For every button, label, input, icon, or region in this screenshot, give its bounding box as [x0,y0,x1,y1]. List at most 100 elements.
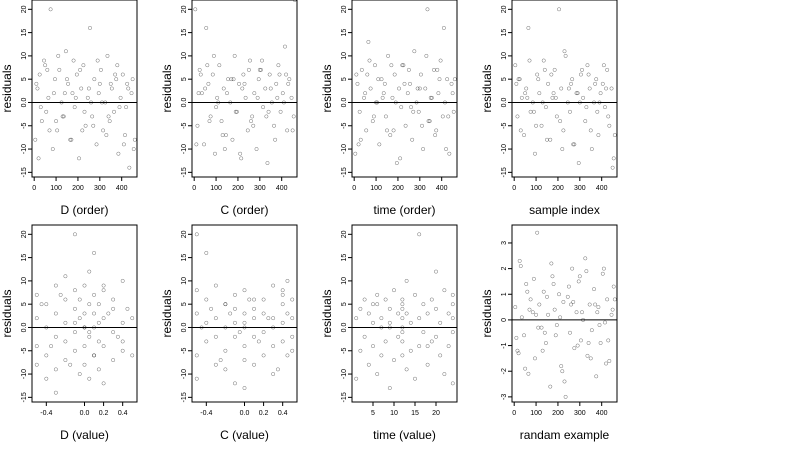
data-point [77,297,82,302]
data-point [425,311,430,316]
data-point [598,341,603,345]
data-point [125,81,130,86]
data-point [271,344,276,349]
data-point [583,119,588,124]
data-point [559,364,564,369]
data-point [577,274,582,279]
data-point [536,77,541,82]
data-point [381,91,386,96]
data-point [518,264,523,268]
data-point [576,161,581,165]
data-point [237,81,241,86]
data-point [373,63,377,68]
data-point [434,128,439,133]
y-tick-label: 5 [341,77,348,81]
data-point [53,334,58,339]
x-tick-label: 100 [50,185,62,192]
data-point [251,123,256,128]
data-point [117,105,122,110]
data-point [124,105,129,110]
data-point [111,358,116,363]
y-tick-label: -10 [501,144,508,154]
y-tick-label: -2 [501,368,508,374]
data-point [274,81,279,86]
data-point [104,133,109,138]
data-point [435,67,440,72]
data-point [247,297,252,302]
x-tick-label: 0.4 [278,410,288,417]
data-point [542,67,547,72]
data-point [400,297,405,302]
data-point [371,344,375,349]
x-tick-label: 300 [574,410,586,417]
y-tick-label: 15 [501,29,508,37]
data-point [450,292,455,297]
data-point [130,353,135,358]
data-point [34,292,39,297]
data-point [421,302,426,307]
x-tick-label: 300 [94,185,106,192]
data-point [245,128,250,133]
y-tick-label: -10 [21,369,28,379]
data-point [610,165,615,170]
data-point [518,128,523,133]
data-point [425,344,430,349]
data-point [111,306,116,311]
data-point [53,77,57,82]
y-tick-label: 0.0 [181,323,188,333]
data-point [603,320,607,325]
data-point [415,86,420,91]
data-point [68,137,73,142]
x-tick-label: 100 [530,185,542,192]
data-point [359,67,364,72]
data-point [83,123,88,128]
data-point [71,58,76,63]
data-point [447,151,452,156]
x-tick-label: 400 [596,185,608,192]
x-axis-label: sample index [529,203,600,217]
data-point [285,353,290,358]
data-point [548,384,553,389]
data-point [242,386,247,390]
data-point [537,302,542,307]
data-point [55,128,60,133]
data-point [417,344,422,349]
data-point [271,283,276,288]
data-point [92,311,97,316]
data-point [566,86,571,91]
plot-frame [191,0,298,178]
data-point [280,292,285,297]
data-point [73,288,77,293]
data-point [421,330,426,335]
data-point [233,306,237,311]
data-point [273,137,278,142]
data-point [562,379,567,384]
data-point [35,86,40,91]
data-point [368,86,373,91]
data-point [206,81,211,86]
data-point [115,63,120,68]
data-point [126,86,131,91]
y-tick-label: 0.0 [21,98,28,108]
data-point [290,348,295,353]
data-point [434,269,438,274]
data-point [219,119,224,124]
data-point [603,105,607,110]
x-tick-label: 200 [72,185,84,192]
data-point [132,137,137,142]
data-point [72,105,77,110]
data-point [515,114,520,119]
data-point [601,63,606,68]
data-point [588,356,593,361]
data-point [275,95,280,100]
data-point [268,86,273,91]
data-point [446,311,451,316]
data-point [371,302,375,307]
y-axis-label: residuals [480,289,494,337]
data-point [46,95,51,100]
data-point [584,105,589,110]
data-point [280,91,285,96]
data-point [63,297,68,302]
data-point [195,123,200,128]
